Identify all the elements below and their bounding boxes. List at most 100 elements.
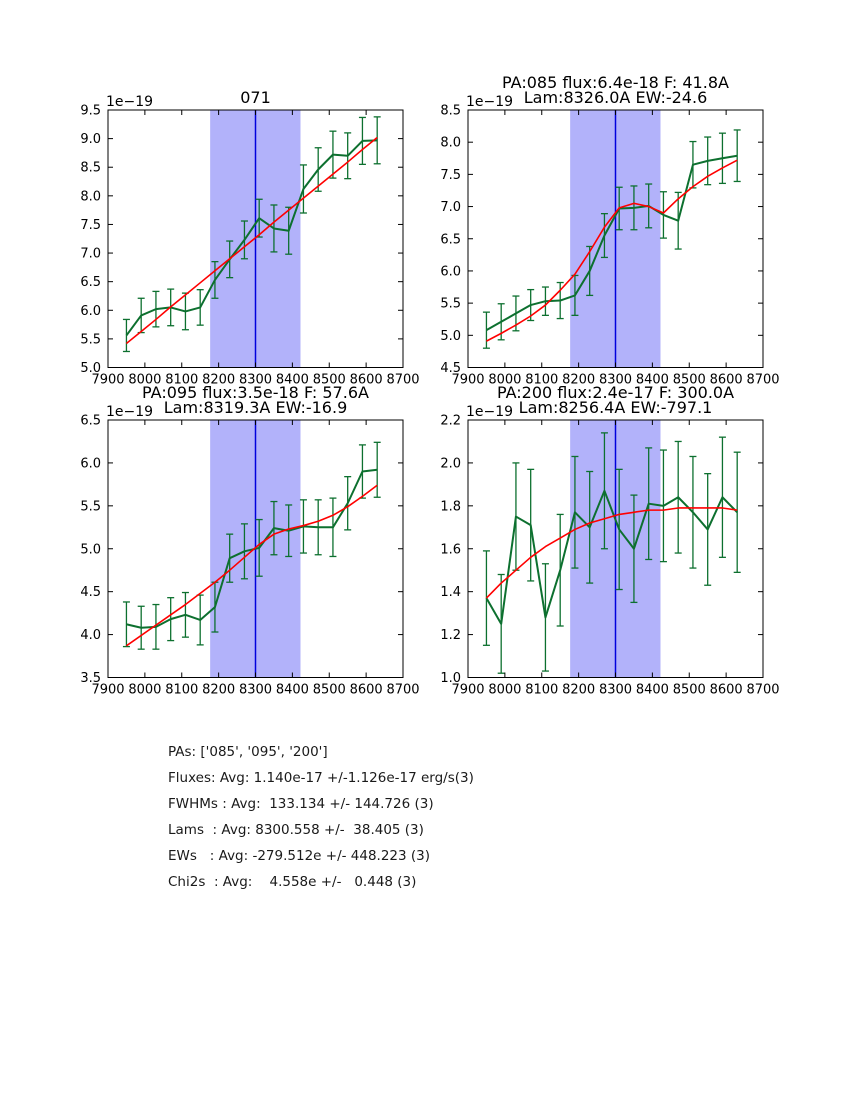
x-tick-label: 8600 [710, 683, 743, 698]
y-tick-label: 1.0 [440, 671, 461, 686]
y-tick-label: 4.0 [80, 628, 101, 643]
x-tick-label: 7900 [451, 683, 484, 698]
subplot-title-line1: PA:095 flux:3.5e-18 F: 57.6A [142, 383, 369, 402]
y-tick-label: 7.0 [80, 247, 101, 262]
y-axis-offset-label: 1e−19 [106, 404, 153, 420]
y-tick-label: 6.5 [80, 414, 101, 429]
x-tick-label: 8000 [488, 683, 521, 698]
y-tick-label: 6.0 [440, 264, 461, 279]
stat-line-fluxes: Fluxes: Avg: 1.140e-17 +/-1.126e-17 erg/… [168, 770, 474, 786]
x-tick-label: 8000 [128, 373, 161, 388]
subplot-average-071: 7900 8000 8100 8200 8300 8400 8500 8600 8700 5.0 5… [80, 88, 419, 388]
y-tick-label: 5.5 [80, 499, 101, 514]
subplot-pa-095: 7900 8000 8100 8200 8300 8400 8500 8600 8700 3.5 4… [80, 383, 419, 698]
spectrum-line [125, 139, 378, 337]
y-tick-label: 6.0 [80, 456, 101, 471]
y-tick-label: 6.5 [440, 232, 461, 247]
y-tick-label: 1.8 [440, 499, 461, 514]
subplot-title-line2: Lam:8256.4A EW:-797.1 [519, 398, 713, 417]
plot-area-pa-200: 7900 8000 8100 8200 8300 8400 8500 8600 8700 1.0 1… [440, 414, 779, 698]
x-tick-label: 8200 [202, 373, 235, 388]
x-tick-label: 8400 [636, 373, 669, 388]
stat-line-pas: PAs: ['085', '095', '200'] [168, 744, 328, 760]
y-tick-label: 3.5 [80, 671, 101, 686]
x-tick-label: 8100 [165, 683, 198, 698]
x-tick-label: 8000 [488, 373, 521, 388]
y-axis-offset-label: 1e−19 [466, 404, 513, 420]
x-tick-label: 8400 [636, 683, 669, 698]
x-tick-label: 8000 [128, 683, 161, 698]
y-tick-label: 7.5 [80, 218, 101, 233]
y-axis-offset-label: 1e−19 [466, 94, 513, 110]
x-tick-label: 8100 [525, 683, 558, 698]
stat-line-lams: Lams : Avg: 8300.558 +/- 38.405 (3) [168, 822, 424, 838]
y-tick-label: 8.5 [440, 104, 461, 119]
spectrum-line [485, 154, 738, 332]
x-tick-label: 8700 [386, 683, 419, 698]
y-tick-label: 2.0 [440, 456, 461, 471]
y-tick-label: 2.2 [440, 414, 461, 429]
y-tick-label: 8.0 [80, 189, 101, 204]
y-tick-label: 5.0 [80, 361, 101, 376]
x-tick-label: 8100 [165, 373, 198, 388]
y-tick-label: 7.0 [440, 200, 461, 215]
subplot-pa-200: 7900 8000 8100 8200 8300 8400 8500 8600 8700 1.0 1… [440, 383, 779, 698]
x-tick-label: 8200 [562, 683, 595, 698]
x-tick-label: 8300 [239, 683, 272, 698]
y-tick-label: 4.5 [80, 585, 101, 600]
y-tick-label: 5.5 [80, 332, 101, 347]
plot-area-pa-085: 7900 8000 8100 8200 8300 8400 8500 8600 8700 4.5 5… [440, 104, 779, 388]
x-tick-label: 8200 [202, 683, 235, 698]
fit-line [125, 484, 378, 647]
x-tick-label: 8600 [710, 373, 743, 388]
x-tick-label: 8700 [746, 683, 779, 698]
y-tick-label: 6.0 [80, 304, 101, 319]
x-tick-label: 7900 [451, 373, 484, 388]
plot-area-pa-095: 7900 8000 8100 8200 8300 8400 8500 8600 8700 3.5 4… [80, 414, 419, 698]
stat-line-ews: EWs : Avg: -279.512e +/- 448.223 (3) [168, 848, 431, 864]
y-tick-label: 6.5 [80, 275, 101, 290]
subplot-title-line2: Lam:8326.0A EW:-24.6 [524, 88, 708, 107]
spectrum-line [485, 489, 738, 625]
y-axis-offset-label: 1e−19 [106, 94, 153, 110]
x-tick-label: 8600 [350, 373, 383, 388]
y-tick-label: 5.5 [440, 297, 461, 312]
x-tick-label: 8300 [599, 373, 632, 388]
x-tick-label: 8500 [673, 683, 706, 698]
fit-line [125, 136, 378, 345]
plot-area-average: 7900 8000 8100 8200 8300 8400 8500 8600 8700 5.0 5… [80, 104, 419, 388]
stat-line-chi2s: Chi2s : Avg: 4.558e +/- 0.448 (3) [168, 874, 417, 890]
x-tick-label: 8400 [276, 373, 309, 388]
subplot-title-line1: PA:200 flux:2.4e-17 F: 300.0A [497, 383, 734, 402]
x-tick-label: 8500 [673, 373, 706, 388]
stat-line-fwhms: FWHMs : Avg: 133.134 +/- 144.726 (3) [168, 796, 434, 812]
fit-line [486, 159, 738, 342]
x-tick-label: 8200 [562, 373, 595, 388]
x-tick-label: 8300 [239, 373, 272, 388]
y-tick-label: 1.2 [440, 628, 461, 643]
x-tick-label: 8400 [276, 683, 309, 698]
x-tick-label: 8100 [525, 373, 558, 388]
subplot-title-line1: PA:085 flux:6.4e-18 F: 41.8A [502, 73, 729, 92]
x-tick-label: 8300 [599, 683, 632, 698]
x-tick-label: 8700 [746, 373, 779, 388]
x-tick-label: 8700 [386, 373, 419, 388]
x-tick-label: 8500 [313, 683, 346, 698]
subplot-title-line2: 071 [240, 88, 271, 107]
spectrum-line [126, 468, 378, 629]
x-tick-label: 8500 [313, 373, 346, 388]
y-tick-label: 5.0 [440, 329, 461, 344]
fit-line [485, 507, 738, 599]
y-tick-label: 1.4 [440, 585, 461, 600]
subplot-pa-085: 7900 8000 8100 8200 8300 8400 8500 8600 8700 4.5 5… [440, 73, 779, 388]
y-tick-label: 7.5 [440, 168, 461, 183]
y-tick-label: 1.6 [440, 542, 461, 557]
y-tick-label: 5.0 [80, 542, 101, 557]
x-tick-label: 7900 [91, 373, 124, 388]
x-tick-label: 7900 [91, 683, 124, 698]
subplot-title-line2: Lam:8319.3A EW:-16.9 [164, 398, 348, 417]
y-tick-label: 9.5 [80, 104, 101, 119]
y-tick-label: 9.0 [80, 132, 101, 147]
y-tick-label: 8.0 [440, 136, 461, 151]
